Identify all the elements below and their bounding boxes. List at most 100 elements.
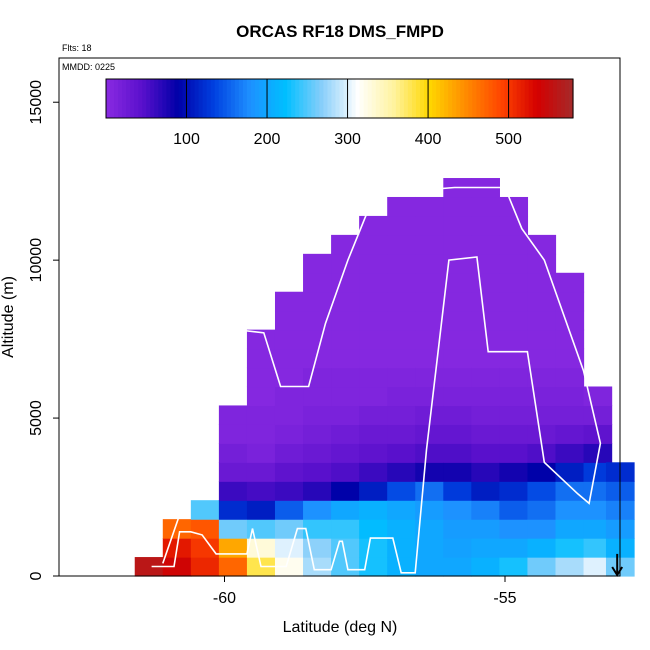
heatmap-cell — [303, 443, 332, 463]
colorbar-segment — [182, 79, 188, 118]
heatmap-cell — [359, 272, 388, 293]
heatmap-cell — [555, 272, 585, 293]
colorbar-segment — [339, 79, 345, 118]
colorbar-segment — [476, 79, 482, 118]
heatmap-cell — [471, 500, 500, 520]
heatmap-cell — [415, 443, 444, 463]
colorbar-segment — [556, 79, 562, 118]
heatmap-cell — [499, 481, 529, 501]
heatmap-cell — [359, 405, 388, 425]
colorbar-segment — [134, 79, 139, 118]
colorbar-segment — [222, 79, 228, 118]
heatmap-cell — [527, 481, 557, 501]
heatmap-cell — [387, 443, 416, 463]
heatmap-cell — [331, 462, 360, 482]
colorbar-segment — [323, 79, 329, 118]
heatmap-cell — [303, 253, 332, 274]
colorbar-segment — [496, 79, 502, 118]
chart-title: ORCAS RF18 DMS_FMPD — [236, 22, 444, 41]
heatmap-cell — [499, 500, 529, 520]
heatmap-cell — [303, 462, 332, 482]
colorbar-segment — [238, 79, 244, 118]
heatmap-cell — [246, 348, 276, 369]
heatmap-cell — [134, 557, 164, 577]
heatmap-cell — [331, 386, 360, 407]
heatmap-cell — [415, 253, 444, 274]
colorbar-segment — [158, 79, 163, 118]
heatmap-cell — [303, 348, 332, 369]
heatmap-cell — [190, 557, 220, 577]
heatmap-cell — [471, 462, 500, 482]
colorbar-segment — [250, 79, 256, 118]
heatmap-cell — [499, 215, 529, 236]
heatmap-cell — [190, 519, 220, 539]
heatmap-cell — [246, 329, 276, 350]
heatmap-cell — [527, 253, 557, 274]
heatmap-cell — [274, 481, 304, 501]
heatmap-cell — [415, 329, 444, 350]
heatmap-cell — [583, 405, 613, 425]
colorbar-segment — [162, 79, 167, 118]
heatmap-cell — [331, 291, 360, 312]
heatmap-cell — [274, 424, 304, 444]
colorbar-tick-label: 200 — [254, 131, 281, 148]
colorbar-segment — [383, 79, 389, 118]
heatmap-cell — [555, 538, 585, 558]
heatmap-cell — [359, 557, 388, 577]
heatmap-cell — [583, 519, 613, 539]
colorbar-segment — [118, 79, 123, 118]
colorbar-segment — [146, 79, 151, 118]
heatmap-cell — [471, 348, 500, 369]
colorbar-segment — [516, 79, 522, 118]
colorbar-segment — [480, 79, 486, 118]
heatmap-cell — [331, 519, 360, 539]
heatmap-cell — [387, 234, 416, 255]
colorbar-segment — [299, 79, 304, 118]
heatmap-cell — [359, 500, 388, 520]
direction-arrow-head — [611, 566, 624, 577]
heatmap-cell — [443, 405, 472, 425]
colorbar-segment — [444, 79, 449, 118]
colorbar-segment — [150, 79, 155, 118]
heatmap-cell — [527, 367, 557, 388]
heatmap-cell — [246, 538, 276, 558]
heatmap-cell — [527, 329, 557, 350]
colorbar-segment — [548, 79, 554, 118]
heatmap-cell — [387, 405, 416, 425]
colorbar-segment — [210, 79, 216, 118]
heatmap-cell — [303, 329, 332, 350]
heatmap-cell — [387, 500, 416, 520]
colorbar-segment — [379, 79, 385, 118]
heatmap-cell — [218, 405, 248, 425]
heatmap-cell — [499, 557, 529, 577]
colorbar-tick-label: 300 — [334, 131, 361, 148]
colorbar-segment — [307, 79, 312, 118]
colorbar-segment — [500, 79, 506, 118]
heatmap-cell — [527, 424, 557, 444]
heatmap-cell — [331, 367, 360, 388]
heatmap-cell — [471, 367, 500, 388]
heatmap-cell — [274, 557, 304, 577]
heatmap-cell — [527, 500, 557, 520]
heatmap-cell — [443, 557, 472, 577]
heatmap-cell — [303, 424, 332, 444]
heatmap-cell — [471, 386, 500, 407]
heatmap-cell — [555, 386, 585, 407]
heatmap-cell — [443, 424, 472, 444]
heatmap-cell — [303, 272, 332, 293]
heatmap-cell — [499, 386, 529, 407]
heatmap-cell — [387, 291, 416, 312]
colorbar-segment — [291, 79, 296, 118]
heatmap-cell — [162, 519, 192, 539]
heatmap-cell — [499, 443, 529, 463]
heatmap-cell — [499, 310, 529, 331]
heatmap-cell — [499, 405, 529, 425]
heatmap-cell — [246, 386, 276, 407]
heatmap-cell — [471, 215, 500, 236]
heatmap-cell — [387, 215, 416, 236]
heatmap-cell — [331, 443, 360, 463]
heatmap-cell — [527, 557, 557, 577]
heatmap-cell — [303, 367, 332, 388]
heatmap-cell — [527, 310, 557, 331]
colorbar-segment — [142, 79, 147, 118]
